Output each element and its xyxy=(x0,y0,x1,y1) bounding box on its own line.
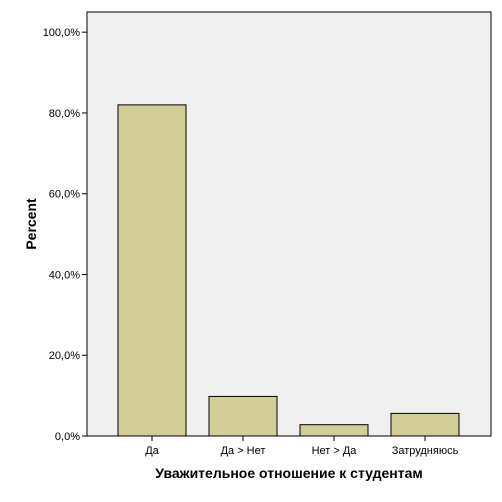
y-tick-label: 100,0% xyxy=(43,27,81,39)
y-tick-label: 40,0% xyxy=(49,269,80,281)
x-axis-ticks: Да Да > Нет Нет > Да Затрудняюсь xyxy=(145,436,459,457)
y-axis-ticks: 0,0% 20,0% 40,0% 60,0% 80,0% 100,0% xyxy=(43,27,87,443)
y-axis-title: Percent xyxy=(23,198,39,250)
x-tick-label: Да > Нет xyxy=(221,445,266,457)
y-tick-label: 0,0% xyxy=(55,431,80,443)
y-tick-label: 20,0% xyxy=(49,350,80,362)
bars xyxy=(117,104,460,437)
y-tick-label: 80,0% xyxy=(49,108,80,120)
bar xyxy=(390,412,460,437)
x-tick-label: Затрудняюсь xyxy=(392,445,459,457)
y-tick-label: 60,0% xyxy=(49,189,80,201)
x-axis-title: Уважительное отношение к студентам xyxy=(155,465,422,481)
bar xyxy=(299,424,369,437)
bar xyxy=(208,395,278,437)
x-tick-label: Да xyxy=(145,445,159,457)
bar xyxy=(117,104,187,437)
x-tick-label: Нет > Да xyxy=(312,445,358,457)
